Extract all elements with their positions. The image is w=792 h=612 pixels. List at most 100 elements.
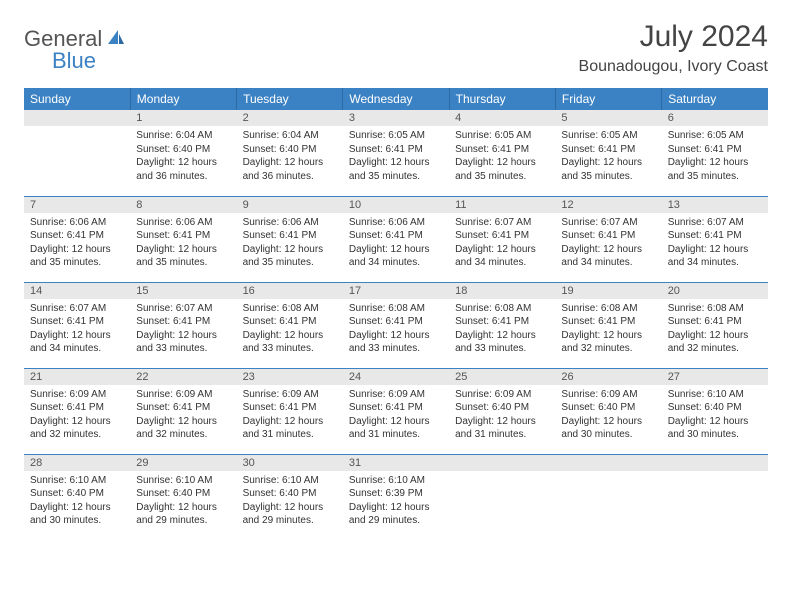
daylight-text: Daylight: 12 hours and 33 minutes.: [243, 329, 337, 356]
day-number: 19: [555, 283, 661, 299]
daylight-text: Daylight: 12 hours and 33 minutes.: [455, 329, 549, 356]
day-number: 11: [449, 197, 555, 213]
sunrise-text: Sunrise: 6:05 AM: [668, 129, 762, 143]
day-number: 26: [555, 369, 661, 385]
calendar-cell: 14Sunrise: 6:07 AMSunset: 6:41 PMDayligh…: [24, 282, 130, 368]
weekday-header: Tuesday: [237, 88, 343, 110]
daylight-text: Daylight: 12 hours and 36 minutes.: [136, 156, 230, 183]
sunset-text: Sunset: 6:41 PM: [455, 143, 549, 157]
sunrise-text: Sunrise: 6:06 AM: [136, 216, 230, 230]
day-content: Sunrise: 6:09 AMSunset: 6:41 PMDaylight:…: [343, 385, 449, 445]
sunrise-text: Sunrise: 6:06 AM: [243, 216, 337, 230]
sunrise-text: Sunrise: 6:10 AM: [243, 474, 337, 488]
day-number: 17: [343, 283, 449, 299]
day-number: 2: [237, 110, 343, 126]
location: Bounadougou, Ivory Coast: [579, 58, 768, 76]
sunset-text: Sunset: 6:41 PM: [30, 401, 124, 415]
daylight-text: Daylight: 12 hours and 34 minutes.: [668, 243, 762, 270]
day-number: 29: [130, 455, 236, 471]
calendar-row: 1Sunrise: 6:04 AMSunset: 6:40 PMDaylight…: [24, 110, 768, 196]
sunset-text: Sunset: 6:40 PM: [30, 487, 124, 501]
daylight-text: Daylight: 12 hours and 33 minutes.: [349, 329, 443, 356]
sunrise-text: Sunrise: 6:06 AM: [349, 216, 443, 230]
day-content: Sunrise: 6:08 AMSunset: 6:41 PMDaylight:…: [662, 299, 768, 359]
sunset-text: Sunset: 6:41 PM: [243, 315, 337, 329]
day-content: Sunrise: 6:05 AMSunset: 6:41 PMDaylight:…: [662, 126, 768, 186]
day-number: 1: [130, 110, 236, 126]
daylight-text: Daylight: 12 hours and 32 minutes.: [30, 415, 124, 442]
sunset-text: Sunset: 6:41 PM: [30, 229, 124, 243]
day-content: Sunrise: 6:10 AMSunset: 6:40 PMDaylight:…: [24, 471, 130, 531]
weekday-header: Wednesday: [343, 88, 449, 110]
daylight-text: Daylight: 12 hours and 35 minutes.: [668, 156, 762, 183]
logo-sail-icon: [106, 28, 126, 51]
daylight-text: Daylight: 12 hours and 35 minutes.: [455, 156, 549, 183]
day-number: 20: [662, 283, 768, 299]
daylight-text: Daylight: 12 hours and 34 minutes.: [455, 243, 549, 270]
calendar-row: 28Sunrise: 6:10 AMSunset: 6:40 PMDayligh…: [24, 454, 768, 540]
day-number: 31: [343, 455, 449, 471]
daylight-text: Daylight: 12 hours and 35 minutes.: [561, 156, 655, 183]
sunrise-text: Sunrise: 6:04 AM: [136, 129, 230, 143]
sunrise-text: Sunrise: 6:07 AM: [668, 216, 762, 230]
daylight-text: Daylight: 12 hours and 36 minutes.: [243, 156, 337, 183]
sunset-text: Sunset: 6:40 PM: [668, 401, 762, 415]
calendar-cell: 3Sunrise: 6:05 AMSunset: 6:41 PMDaylight…: [343, 110, 449, 196]
day-number: 28: [24, 455, 130, 471]
calendar-cell: 19Sunrise: 6:08 AMSunset: 6:41 PMDayligh…: [555, 282, 661, 368]
day-content: Sunrise: 6:09 AMSunset: 6:40 PMDaylight:…: [449, 385, 555, 445]
day-number-empty: [449, 455, 555, 471]
title-block: July 2024 Bounadougou, Ivory Coast: [579, 20, 768, 76]
calendar-cell: 12Sunrise: 6:07 AMSunset: 6:41 PMDayligh…: [555, 196, 661, 282]
sunset-text: Sunset: 6:39 PM: [349, 487, 443, 501]
sunrise-text: Sunrise: 6:09 AM: [455, 388, 549, 402]
day-number: 14: [24, 283, 130, 299]
sunset-text: Sunset: 6:41 PM: [561, 143, 655, 157]
daylight-text: Daylight: 12 hours and 31 minutes.: [455, 415, 549, 442]
sunrise-text: Sunrise: 6:07 AM: [136, 302, 230, 316]
daylight-text: Daylight: 12 hours and 34 minutes.: [30, 329, 124, 356]
sunrise-text: Sunrise: 6:08 AM: [668, 302, 762, 316]
sunset-text: Sunset: 6:41 PM: [561, 315, 655, 329]
sunrise-text: Sunrise: 6:05 AM: [561, 129, 655, 143]
day-number: 24: [343, 369, 449, 385]
day-content: Sunrise: 6:09 AMSunset: 6:41 PMDaylight:…: [130, 385, 236, 445]
day-number: 30: [237, 455, 343, 471]
weekday-header: Friday: [555, 88, 661, 110]
sunrise-text: Sunrise: 6:05 AM: [455, 129, 549, 143]
day-number: 10: [343, 197, 449, 213]
day-content: Sunrise: 6:05 AMSunset: 6:41 PMDaylight:…: [343, 126, 449, 186]
sunrise-text: Sunrise: 6:07 AM: [561, 216, 655, 230]
calendar-cell: 30Sunrise: 6:10 AMSunset: 6:40 PMDayligh…: [237, 454, 343, 540]
logo-word2-wrap: Blue: [24, 48, 96, 74]
day-number: 16: [237, 283, 343, 299]
calendar-row: 14Sunrise: 6:07 AMSunset: 6:41 PMDayligh…: [24, 282, 768, 368]
logo-word2: Blue: [52, 48, 96, 73]
calendar-cell: 8Sunrise: 6:06 AMSunset: 6:41 PMDaylight…: [130, 196, 236, 282]
day-number: 8: [130, 197, 236, 213]
day-content: Sunrise: 6:04 AMSunset: 6:40 PMDaylight:…: [237, 126, 343, 186]
sunset-text: Sunset: 6:40 PM: [136, 487, 230, 501]
calendar-cell: 27Sunrise: 6:10 AMSunset: 6:40 PMDayligh…: [662, 368, 768, 454]
calendar-table: SundayMondayTuesdayWednesdayThursdayFrid…: [24, 88, 768, 540]
calendar-cell: 13Sunrise: 6:07 AMSunset: 6:41 PMDayligh…: [662, 196, 768, 282]
calendar-cell: 26Sunrise: 6:09 AMSunset: 6:40 PMDayligh…: [555, 368, 661, 454]
daylight-text: Daylight: 12 hours and 29 minutes.: [243, 501, 337, 528]
day-content: Sunrise: 6:08 AMSunset: 6:41 PMDaylight:…: [237, 299, 343, 359]
daylight-text: Daylight: 12 hours and 32 minutes.: [668, 329, 762, 356]
daylight-text: Daylight: 12 hours and 33 minutes.: [136, 329, 230, 356]
sunrise-text: Sunrise: 6:10 AM: [136, 474, 230, 488]
calendar-cell: 23Sunrise: 6:09 AMSunset: 6:41 PMDayligh…: [237, 368, 343, 454]
sunrise-text: Sunrise: 6:09 AM: [243, 388, 337, 402]
header: General July 2024 Bounadougou, Ivory Coa…: [24, 20, 768, 76]
day-content: Sunrise: 6:09 AMSunset: 6:41 PMDaylight:…: [24, 385, 130, 445]
weekday-header: Thursday: [449, 88, 555, 110]
calendar-cell: [555, 454, 661, 540]
calendar-cell: 29Sunrise: 6:10 AMSunset: 6:40 PMDayligh…: [130, 454, 236, 540]
sunset-text: Sunset: 6:41 PM: [668, 229, 762, 243]
calendar-cell: [24, 110, 130, 196]
sunrise-text: Sunrise: 6:09 AM: [349, 388, 443, 402]
daylight-text: Daylight: 12 hours and 30 minutes.: [561, 415, 655, 442]
sunset-text: Sunset: 6:41 PM: [668, 315, 762, 329]
day-number: 3: [343, 110, 449, 126]
